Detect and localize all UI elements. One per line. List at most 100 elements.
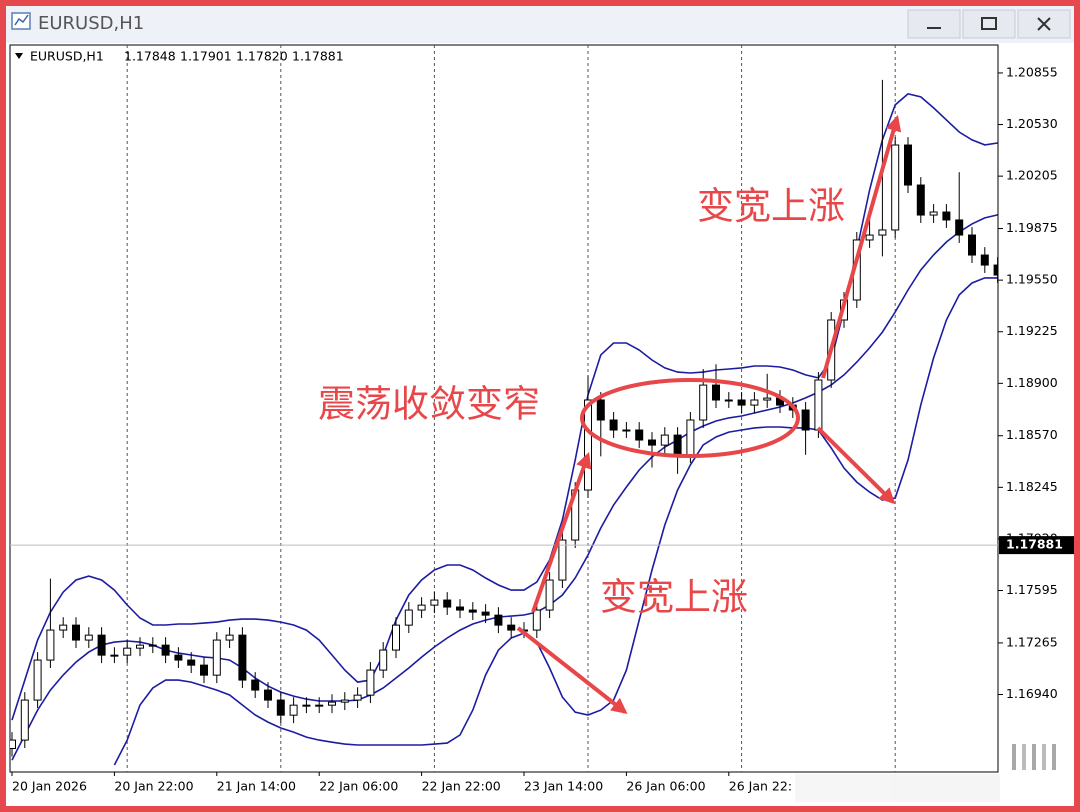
- range-ellipse: [580, 378, 800, 458]
- candle-body: [596, 399, 605, 421]
- candle-body: [315, 704, 324, 707]
- arrow: [816, 426, 896, 505]
- candle-body: [737, 399, 746, 406]
- x-tick-label: 20 Jan 22:00: [114, 779, 193, 794]
- candle-body: [865, 234, 874, 241]
- candle-body: [763, 397, 772, 401]
- candle-body: [59, 624, 68, 631]
- quote-open: 1.17848: [124, 49, 176, 64]
- candle-body: [942, 211, 951, 221]
- candle-body: [507, 624, 516, 631]
- header-arrow: [15, 53, 23, 59]
- y-tick-label: 1.20205: [1006, 168, 1058, 183]
- candle-body: [430, 599, 439, 606]
- candle-body: [46, 629, 55, 661]
- arrow: [821, 114, 902, 379]
- candle-body: [225, 634, 234, 641]
- bollinger-band: [11, 214, 998, 761]
- candle-body: [456, 606, 464, 611]
- candle-body: [494, 614, 503, 626]
- candle-body: [10, 739, 16, 750]
- candle-body: [648, 439, 656, 446]
- y-tick-label: 1.18900: [1006, 375, 1058, 390]
- candle-body: [72, 624, 80, 641]
- plot: [10, 79, 998, 766]
- candle-body: [955, 219, 964, 236]
- candle-body: [302, 704, 311, 707]
- y-tick-label: 1.20530: [1006, 116, 1058, 131]
- candle-body: [968, 234, 976, 256]
- candle-body: [916, 184, 925, 216]
- candle-body: [174, 654, 183, 661]
- candle-body: [686, 419, 695, 456]
- y-tick-label: 1.18570: [1006, 427, 1058, 442]
- candle-body: [328, 701, 336, 706]
- quote-high: 1.17901: [180, 49, 232, 64]
- app-icon: [11, 12, 31, 30]
- x-tick-label: 22 Jan 22:00: [422, 779, 501, 794]
- annotation: 变宽上涨: [600, 576, 748, 619]
- candle-body: [340, 699, 349, 703]
- maximize-button[interactable]: [962, 9, 1016, 39]
- minimize-button[interactable]: [907, 9, 961, 39]
- candle-body: [161, 644, 170, 656]
- candle-body: [878, 229, 887, 236]
- y-tick-label: 1.17595: [1006, 582, 1058, 597]
- current-price-box: [999, 536, 1075, 555]
- y-tick-label: 1.17265: [1006, 634, 1058, 649]
- watermark: [795, 742, 1070, 802]
- candle-body: [801, 409, 810, 431]
- candle-body: [673, 434, 682, 456]
- candle-body: [353, 694, 362, 701]
- candle-body: [443, 599, 452, 608]
- close-button[interactable]: [1017, 9, 1071, 39]
- quote-low: 1.17820: [236, 49, 288, 64]
- candle-body: [148, 644, 157, 647]
- candle-body: [136, 644, 144, 649]
- bollinger-band: [113, 277, 998, 766]
- candle-body: [545, 579, 554, 611]
- candle-body: [929, 211, 938, 216]
- candle-body: [123, 647, 132, 656]
- candle-body: [392, 624, 400, 651]
- candle-body: [238, 634, 247, 681]
- candle-body: [289, 704, 298, 716]
- candle-body: [404, 609, 413, 626]
- candle-body: [481, 611, 490, 616]
- candle-body: [904, 144, 912, 186]
- y-tick-label: 1.19875: [1006, 220, 1058, 235]
- annotations: 变宽上涨 震荡收敛变窄 变宽上涨: [318, 114, 902, 714]
- candle-body: [635, 429, 644, 441]
- candle-body: [814, 379, 823, 431]
- current-price-label: 1.17881: [1006, 537, 1063, 552]
- candle-body: [276, 699, 285, 716]
- candle-body: [558, 539, 567, 581]
- candle-body: [379, 649, 388, 671]
- candle-body: [417, 604, 426, 611]
- window-title: EURUSD,H1: [38, 13, 144, 34]
- y-tick-label: 1.16940: [1006, 686, 1058, 701]
- axes: 1.20855 1.20530 1.20205 1.19875 1.19550 1.192…: [11, 64, 1075, 794]
- candle-body: [200, 664, 208, 676]
- candle-body: [712, 384, 720, 401]
- candle-body: [20, 699, 29, 741]
- candle-body: [660, 434, 669, 446]
- candle-body: [264, 689, 272, 701]
- plot-area: [9, 44, 999, 773]
- candle-body: [750, 399, 759, 406]
- candle-body: [251, 679, 260, 691]
- y-tick-label: 1.18245: [1006, 479, 1058, 494]
- candle-body: [84, 634, 93, 641]
- candle-body: [532, 609, 541, 631]
- x-tick-label: 22 Jan 06:00: [319, 779, 398, 794]
- annotation: 变宽上涨: [697, 185, 845, 228]
- candle-body: [980, 254, 989, 266]
- candle-body: [622, 429, 631, 432]
- y-tick-label: 1.19550: [1006, 272, 1058, 287]
- candle-body: [584, 399, 592, 491]
- y-tick-label: 1.19225: [1006, 323, 1058, 338]
- candle-body: [212, 639, 221, 676]
- x-tick-label: 26 Jan 22:: [729, 779, 792, 794]
- title-bar: [3, 3, 1077, 43]
